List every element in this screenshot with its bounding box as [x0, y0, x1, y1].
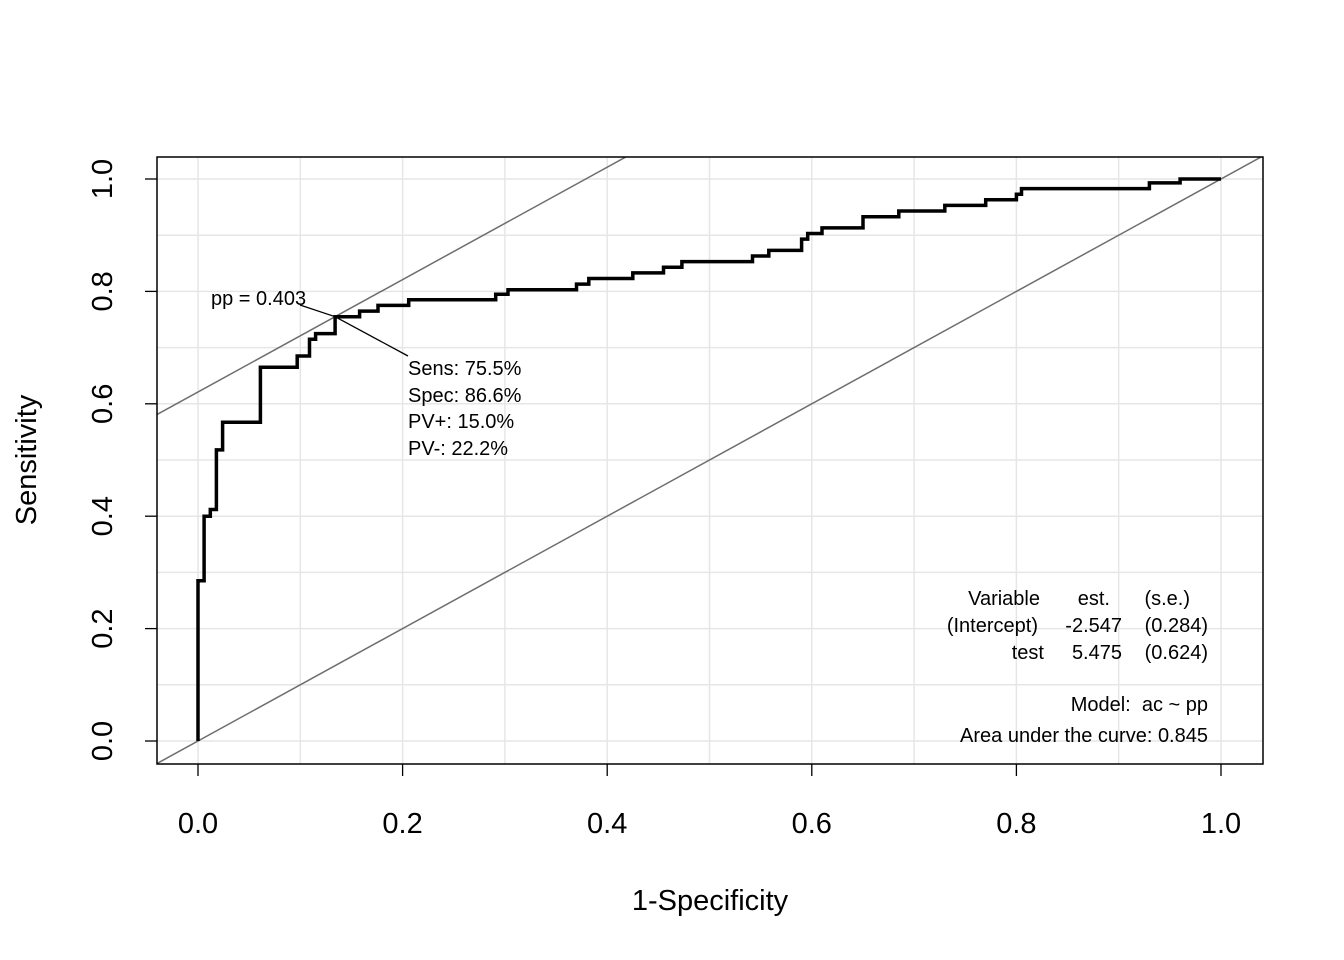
coef-row-intercept-est: -2.547: [1065, 615, 1122, 637]
y-tick-label: 0.0: [87, 721, 119, 761]
x-axis: 0.0 0.2 0.4 0.6 0.8 1.0: [178, 764, 1241, 840]
x-tick-label: 0.4: [587, 808, 627, 840]
reference-line: [157, 157, 1263, 764]
cutpoint-pv-neg: PV-: 22.2%: [408, 438, 508, 460]
roc-curve: [196, 177, 1221, 741]
y-tick-label: 1.0: [87, 159, 119, 199]
x-tick-label: 0.0: [178, 808, 218, 840]
y-axis: 0.0 0.2 0.4 0.6 0.8 1.0: [87, 159, 157, 761]
coef-header-variable: Variable: [968, 588, 1040, 610]
cutpoint-label: pp = 0.403: [211, 288, 306, 310]
coef-row-test-variable: test: [1012, 642, 1045, 664]
cutpoint-leader-left: [299, 304, 336, 318]
x-tick-label: 0.2: [382, 808, 422, 840]
coef-header-est: est.: [1078, 588, 1110, 610]
grid: [157, 157, 1263, 764]
coef-row-test-est: 5.475: [1072, 642, 1122, 664]
cutpoint-annotation: pp = 0.403 Sens: 75.5% Spec: 86.6% PV+: …: [211, 288, 522, 460]
coef-header-se: (s.e.): [1144, 588, 1190, 610]
coef-row-test-se: (0.624): [1145, 642, 1208, 664]
model-formula: Model: ac ~ pp: [1071, 694, 1208, 716]
y-axis-title: Sensitivity: [11, 394, 43, 525]
reference-lines: [157, 157, 1263, 764]
coef-row-intercept-se: (0.284): [1145, 615, 1208, 637]
y-tick-label: 0.4: [87, 496, 119, 536]
coefficient-table: Variable est. (s.e.) (Intercept) -2.547 …: [947, 588, 1208, 747]
cutpoint-sens: Sens: 75.5%: [408, 358, 522, 380]
plot-frame: [156, 156, 1264, 765]
coef-row-intercept-variable: (Intercept): [947, 615, 1038, 637]
x-tick-label: 0.8: [996, 808, 1036, 840]
reference-line: [157, 157, 628, 416]
x-tick-label: 0.6: [792, 808, 832, 840]
y-tick-label: 0.8: [87, 271, 119, 311]
auc-label: Area under the curve: 0.845: [960, 725, 1208, 747]
roc-series: [196, 177, 1221, 741]
x-tick-label: 1.0: [1201, 808, 1241, 840]
cutpoint-leader-right: [334, 316, 409, 357]
y-tick-label: 0.2: [87, 608, 119, 648]
cutpoint-spec: Spec: 86.6%: [408, 385, 522, 407]
cutpoint-pv-pos: PV+: 15.0%: [408, 411, 514, 433]
x-axis-title: 1-Specificity: [632, 885, 789, 917]
y-tick-label: 0.6: [87, 384, 119, 424]
